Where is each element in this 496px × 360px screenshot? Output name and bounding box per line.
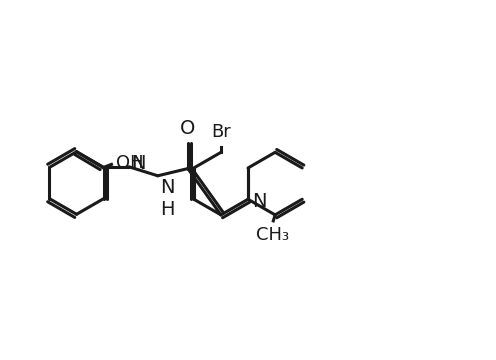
Text: CH₃: CH₃ [255,226,289,244]
Text: N: N [131,154,146,173]
Text: OH: OH [116,154,143,172]
Text: N
H: N H [160,177,175,219]
Text: Br: Br [211,123,231,141]
Text: N: N [251,192,266,211]
Text: O: O [180,120,195,139]
